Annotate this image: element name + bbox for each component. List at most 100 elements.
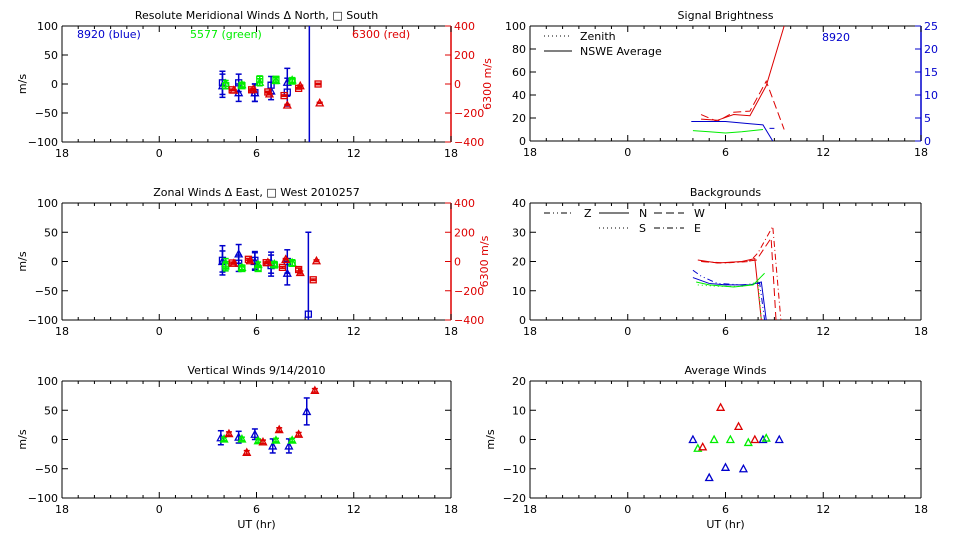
x-tick-label: 18 xyxy=(55,147,69,160)
data-point-triangle xyxy=(761,433,771,442)
data-point-triangle xyxy=(263,257,273,266)
x-tick-label: 0 xyxy=(624,146,631,159)
data-point-triangle xyxy=(302,406,312,416)
y-axis-label: m/s xyxy=(484,429,497,449)
chart-title: Zonal Winds Δ East, □ West 2010257 xyxy=(153,186,360,199)
data-point-triangle xyxy=(720,462,731,471)
y-tick-label: 60 xyxy=(512,66,526,79)
data-point-triangle xyxy=(221,258,231,267)
data-point-triangle xyxy=(271,75,281,85)
data-point-triangle xyxy=(688,434,698,444)
series-line xyxy=(700,79,785,130)
data-point-triangle xyxy=(315,97,325,107)
x-tick-label: 6 xyxy=(253,503,260,516)
y-tick-label: 80 xyxy=(512,43,526,56)
data-point-triangle xyxy=(287,75,297,84)
data-point-triangle xyxy=(248,84,258,93)
data-point-triangle xyxy=(716,402,726,411)
chart-title: Signal Brightness xyxy=(678,9,774,22)
y-tick-label: 0 xyxy=(519,314,526,327)
x-tick-label: 6 xyxy=(722,146,729,159)
y2-tick-label: 20 xyxy=(924,43,938,56)
y-tick-label: 40 xyxy=(512,197,526,210)
plot-area xyxy=(217,26,325,142)
legend-label: S xyxy=(639,222,646,235)
data-point-triangle xyxy=(295,267,305,277)
y2-tick-label: 400 xyxy=(454,20,475,33)
y-tick-label: 10 xyxy=(512,404,526,417)
series-line xyxy=(692,129,764,134)
data-point-triangle xyxy=(255,77,265,86)
y2-tick-label: 10 xyxy=(924,89,938,102)
x-tick-label: 0 xyxy=(624,325,631,338)
y-tick-label: −20 xyxy=(503,492,526,505)
x-tick-label: 6 xyxy=(253,147,260,160)
legend-label: NSWE Average xyxy=(580,45,662,58)
series-line xyxy=(702,224,782,320)
legend-label: W xyxy=(694,207,705,220)
data-point-triangle xyxy=(224,428,234,438)
y-tick-label: 100 xyxy=(37,20,58,33)
chart-title: Resolute Meridional Winds Δ North, □ Sou… xyxy=(135,9,378,22)
data-point-triangle xyxy=(282,100,292,109)
x-tick-label: 18 xyxy=(444,147,458,160)
y-tick-label: 50 xyxy=(44,226,58,239)
data-point-triangle xyxy=(310,385,320,395)
x-tick-label: 18 xyxy=(523,503,537,516)
y2-tick-label: 15 xyxy=(924,66,938,79)
annotation-label: 5577 (green) xyxy=(190,28,262,41)
data-point-triangle xyxy=(743,437,753,447)
series-line xyxy=(692,269,766,320)
y-tick-label: −50 xyxy=(35,285,58,298)
data-point-triangle xyxy=(294,429,304,438)
x-tick-label: 18 xyxy=(444,325,458,338)
chart-title: Vertical Winds 9/14/2010 xyxy=(188,364,326,377)
plot-area xyxy=(217,231,322,320)
data-point-triangle xyxy=(709,434,719,444)
y2-tick-label: −400 xyxy=(454,314,484,327)
y2-tick-label: 200 xyxy=(454,49,475,62)
x-tick-label: 18 xyxy=(444,503,458,516)
x-tick-label: 0 xyxy=(156,503,163,516)
data-point-square xyxy=(278,263,287,272)
x-tick-label: 18 xyxy=(55,503,69,516)
y-axis-label: m/s xyxy=(16,251,29,271)
legend-label: Z xyxy=(584,207,592,220)
series-line xyxy=(701,26,785,121)
plot-area xyxy=(691,26,785,141)
y-tick-label: 20 xyxy=(512,112,526,125)
data-point-triangle xyxy=(253,435,263,445)
data-point-triangle xyxy=(758,434,768,444)
y-axis-label: m/s xyxy=(16,74,29,94)
data-point-triangle xyxy=(733,421,744,430)
data-point-square xyxy=(280,91,288,100)
y-tick-label: 20 xyxy=(512,375,526,388)
y2-axis-label: 6300 m/s xyxy=(481,58,494,110)
panel-zonal: Zonal Winds Δ East, □ West 2010257 18 0 6 12… xyxy=(16,186,491,338)
y-tick-label: 100 xyxy=(505,20,526,33)
data-point-triangle xyxy=(274,424,284,434)
data-point-triangle xyxy=(253,259,263,269)
x-tick-label: 18 xyxy=(914,325,928,338)
data-point-triangle xyxy=(258,436,268,446)
y-tick-label: 50 xyxy=(44,49,58,62)
y-tick-label: 0 xyxy=(51,78,58,91)
annotation-label: 8920 xyxy=(822,31,850,44)
data-point-triangle xyxy=(281,254,291,263)
data-point-triangle xyxy=(287,435,297,444)
x-tick-label: 6 xyxy=(722,325,729,338)
data-point-triangle xyxy=(242,447,252,457)
y-tick-label: 100 xyxy=(37,197,58,210)
legend-label: E xyxy=(694,222,701,235)
chart-title: Backgrounds xyxy=(690,186,762,199)
x-tick-label: 0 xyxy=(156,147,163,160)
y-tick-label: 100 xyxy=(37,375,58,388)
x-tick-label: 0 xyxy=(156,325,163,338)
data-point-triangle xyxy=(237,79,247,89)
x-tick-label: 12 xyxy=(816,503,830,516)
x-tick-label: 18 xyxy=(914,503,928,516)
annotation-label: 6300 (red) xyxy=(352,28,410,41)
